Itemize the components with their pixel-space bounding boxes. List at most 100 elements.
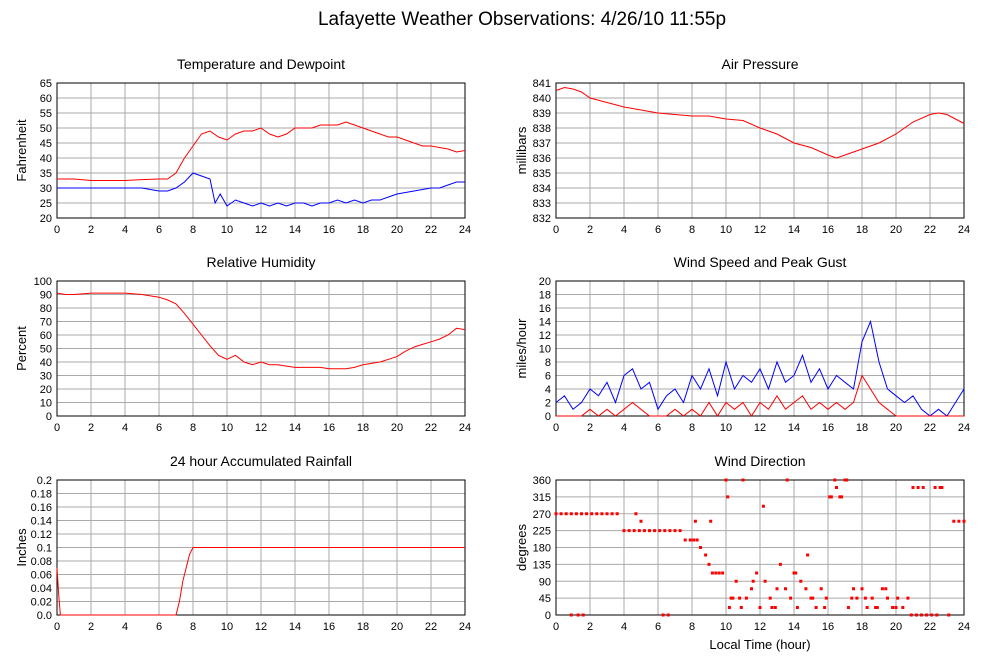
x-tick-label: 4 (621, 422, 627, 434)
scatter-point (770, 606, 774, 609)
x-tick-label: 10 (720, 224, 732, 236)
y-tick-label: 833 (533, 198, 551, 210)
scatter-point (707, 562, 711, 566)
scatter-point (840, 495, 844, 499)
scatter-point (569, 512, 573, 516)
y-tick-label: 6 (545, 371, 551, 383)
y-tick-label: 360 (533, 475, 551, 487)
scatter-point (693, 519, 697, 523)
x-tick-label: 24 (459, 224, 471, 236)
x-tick-label: 20 (391, 224, 403, 236)
y-tick-label: 180 (533, 543, 551, 555)
x-tick-label: 2 (587, 224, 593, 236)
scatter-point (581, 613, 585, 617)
scatter-point (653, 529, 657, 533)
x-tick-label: 6 (655, 422, 661, 434)
x-tick-label: 22 (924, 224, 936, 236)
y-tick-label: 0.1 (37, 543, 52, 555)
scatter-point (751, 579, 755, 583)
scatter-point (865, 606, 869, 609)
scatter-point (758, 606, 762, 609)
scatter-point (709, 519, 713, 523)
y-tick-label: 16 (539, 303, 551, 315)
x-tick-label: 16 (822, 621, 834, 633)
x-tick-label: 24 (459, 422, 471, 434)
scatter-point (639, 519, 643, 523)
x-tick-label: 10 (221, 621, 233, 633)
x-tick-label: 8 (689, 621, 695, 633)
x-tick-label: 14 (289, 224, 301, 236)
x-tick-label: 8 (190, 422, 196, 434)
scatter-point (952, 519, 956, 523)
x-tick-label: 18 (856, 621, 868, 633)
y-tick-label: 10 (40, 398, 52, 410)
scatter-point (595, 512, 599, 516)
scatter-point (784, 587, 787, 591)
scatter-point (925, 613, 929, 617)
y-tick-label: 0.16 (31, 502, 52, 514)
scatter-point (729, 596, 733, 600)
scatter-point (580, 512, 583, 516)
scatter-point (585, 512, 589, 516)
scatter-point (695, 538, 699, 542)
scatter-point (661, 613, 665, 617)
x-tick-label: 16 (323, 422, 335, 434)
scatter-point (935, 613, 939, 617)
x-tick-label: 16 (323, 224, 335, 236)
plot-frame (555, 479, 965, 616)
y-tick-label: 8 (545, 357, 551, 369)
y-tick-label: 40 (40, 153, 52, 165)
x-tick-label: 20 (890, 224, 902, 236)
scatter-point (590, 512, 594, 516)
y-axis-label: degrees (514, 524, 529, 571)
x-tick-label: 2 (88, 422, 94, 434)
chart-title: Wind Direction (714, 453, 805, 469)
scatter-point (632, 529, 636, 533)
x-tick-label: 22 (924, 422, 936, 434)
scatter-point (863, 596, 867, 600)
scatter-point (962, 519, 966, 523)
scatter-point (843, 478, 847, 482)
y-tick-label: 835 (533, 168, 551, 180)
y-tick-label: 90 (539, 576, 551, 588)
scatter-point (574, 512, 578, 516)
scatter-point (683, 538, 687, 542)
series-line-1 (556, 374, 964, 417)
y-tick-label: 70 (40, 317, 52, 329)
x-tick-label: 18 (856, 422, 868, 434)
x-tick-label: 22 (924, 621, 936, 633)
y-axis-label: Inches (14, 528, 29, 567)
x-tick-label: 24 (958, 621, 970, 633)
scatter-point (763, 579, 767, 583)
y-tick-label: 839 (533, 108, 551, 120)
y-tick-label: 225 (533, 526, 551, 538)
scatter-point (896, 596, 900, 600)
chart-title: 24 hour Accumulated Rainfall (170, 453, 352, 469)
scatter-point (880, 587, 884, 591)
y-tick-label: 0.04 (31, 583, 52, 595)
scatter-point (828, 495, 832, 499)
x-tick-label: 24 (459, 621, 471, 633)
scatter-point (717, 571, 721, 575)
scatter-point (804, 587, 808, 591)
scatter-point (600, 512, 604, 516)
x-tick-label: 22 (425, 621, 437, 633)
series-line-0 (56, 292, 466, 370)
scatter-point (940, 486, 944, 489)
y-tick-label: 20 (40, 384, 52, 396)
scatter-point (564, 512, 568, 516)
scatter-point (916, 486, 920, 489)
y-tick-label: 45 (40, 138, 52, 150)
x-tick-label: 12 (255, 621, 267, 633)
scatter-point (933, 486, 937, 489)
x-tick-label: 0 (553, 621, 559, 633)
x-tick-label: 20 (890, 422, 902, 434)
y-tick-label: 60 (40, 93, 52, 105)
series-line-0 (555, 319, 965, 417)
y-tick-label: 80 (40, 303, 52, 315)
scatter-point (870, 596, 874, 600)
scatter-point (673, 529, 677, 533)
